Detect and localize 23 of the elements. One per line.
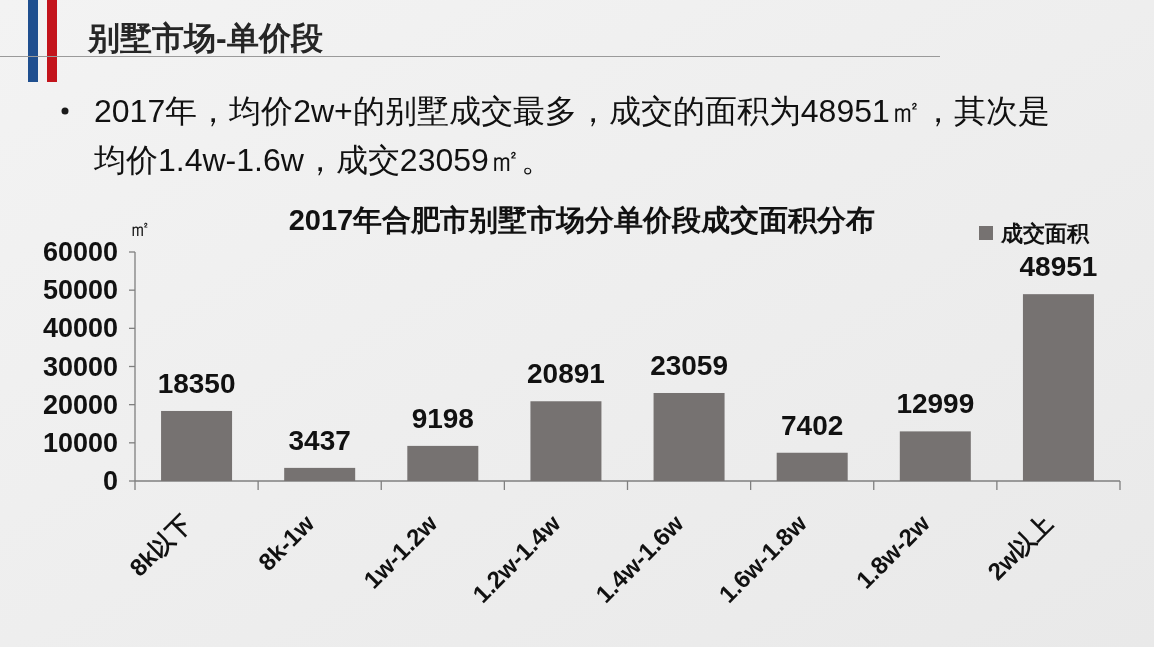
- y-tick-label: 10000: [42, 427, 118, 458]
- y-tick-label: 50000: [42, 275, 118, 306]
- y-tick-label: 20000: [42, 389, 118, 420]
- x-tick-label: 2w以上: [982, 509, 1058, 586]
- data-label: 18350: [157, 367, 236, 399]
- legend-label: 成交面积: [1000, 220, 1090, 246]
- data-label: 3437: [288, 424, 351, 456]
- y-tick-label: 40000: [42, 313, 118, 344]
- data-label: 23059: [650, 349, 728, 381]
- annotation-heading: 别墅市场-单价段: [88, 20, 323, 56]
- data-label: 20891: [527, 358, 605, 390]
- annotation-note: 2017年，均价2w+的别墅成交最多，成交的面积为48951㎡，其次是均价1.4w-1.6w，成交23059㎡。: [94, 93, 1050, 178]
- ylabel: ㎡: [129, 216, 151, 241]
- data-label: 7402: [781, 409, 844, 441]
- y-tick-label: 60000: [42, 237, 118, 267]
- x-tick-label: 8k以下: [124, 509, 197, 582]
- y-tick-label: 0: [102, 466, 118, 496]
- title: 2017年合肥市别墅市场分单价段成交面积分布: [288, 204, 876, 236]
- data-label: 48951: [1019, 251, 1098, 283]
- y-tick-label: 30000: [42, 351, 118, 382]
- data-label: 9198: [411, 402, 474, 434]
- legend: 成交面积: [979, 220, 1089, 246]
- data-label: 12999: [896, 388, 975, 420]
